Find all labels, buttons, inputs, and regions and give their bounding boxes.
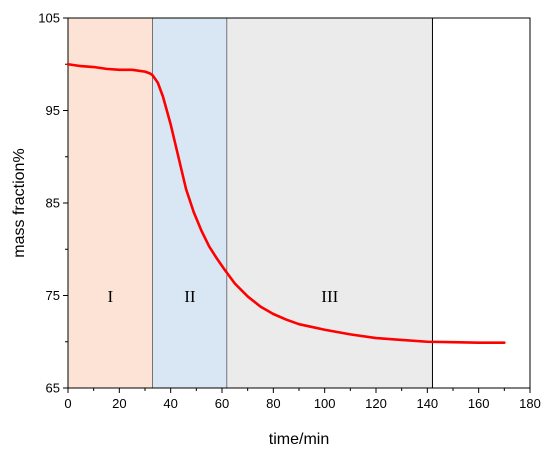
y-tick-label: 85	[46, 196, 60, 211]
region-1-shade	[68, 18, 153, 388]
x-tick-label: 160	[468, 396, 490, 411]
y-tick-label: 105	[38, 11, 60, 26]
x-tick-label: 0	[64, 396, 71, 411]
x-tick-label: 120	[365, 396, 387, 411]
region-3-shade	[227, 18, 433, 388]
x-tick-label: 180	[519, 396, 541, 411]
y-axis-title: mass fraction%	[11, 148, 28, 257]
x-tick-label: 40	[163, 396, 177, 411]
x-tick-label: 60	[215, 396, 229, 411]
series-line	[66, 62, 506, 344]
y-tick-label: 95	[46, 103, 60, 118]
region-3-label: III	[321, 287, 338, 306]
shaded-regions	[68, 18, 433, 388]
region-labels: I II III	[108, 287, 339, 306]
region-2-label: II	[184, 287, 196, 306]
x-axis-title: time/min	[269, 431, 329, 448]
y-axis-ticks: 65 75 85 95 105	[38, 11, 68, 396]
x-axis-ticks: 0 20 40 60 80 100 120 140 160 180	[64, 388, 541, 411]
series-group	[66, 62, 506, 344]
region-1-label: I	[108, 287, 114, 306]
y-tick-label: 65	[46, 381, 60, 396]
x-tick-label: 20	[112, 396, 126, 411]
y-tick-label: 75	[46, 288, 60, 303]
x-tick-label: 80	[266, 396, 280, 411]
x-tick-label: 140	[416, 396, 438, 411]
x-tick-label: 100	[314, 396, 336, 411]
